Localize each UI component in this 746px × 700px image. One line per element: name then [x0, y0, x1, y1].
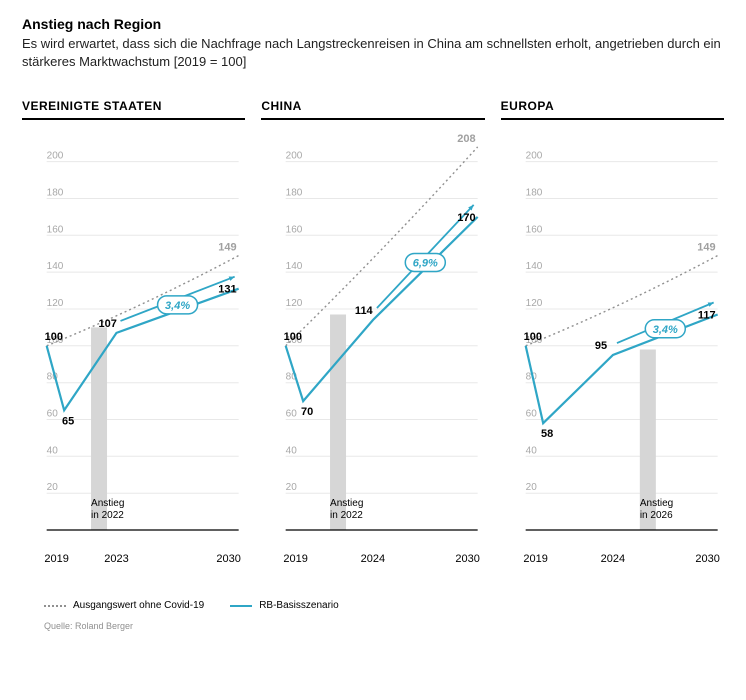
growth-arrow-head-us [229, 277, 235, 281]
y-tick-label: 60 [286, 409, 298, 420]
label-start-eu: 100 [523, 331, 541, 343]
legend-scenario-label: RB-Basisszenario [259, 600, 338, 611]
label-dip-us: 65 [62, 416, 74, 428]
recovery-label2-cn: in 2022 [330, 510, 363, 521]
x-tick-end-eu: 2030 [695, 553, 719, 565]
label-mid-us: 107 [98, 318, 116, 330]
label-baseline-end-eu: 149 [697, 242, 715, 254]
label-baseline-end-us: 149 [218, 242, 236, 254]
legend-item-scenario: RB-Basisszenario [230, 600, 338, 611]
x-tick-start-us: 2019 [44, 553, 68, 565]
x-tick-mid-us: 2023 [104, 553, 128, 565]
x-tick-mid-eu: 2024 [600, 553, 624, 565]
y-tick-label: 200 [286, 151, 303, 162]
y-tick-label: 200 [47, 151, 64, 162]
y-tick-label: 120 [525, 298, 542, 309]
recovery-label1-cn: Anstieg [330, 498, 363, 509]
label-dip-cn: 70 [301, 406, 313, 418]
recovery-label1-us: Anstieg [91, 498, 124, 509]
recovery-label1-eu: Anstieg [640, 498, 673, 509]
growth-pct-eu: 3,4% [652, 324, 677, 336]
label-start-cn: 100 [284, 331, 302, 343]
legend-swatch-dotted-icon [44, 605, 66, 607]
x-tick-start-eu: 2019 [523, 553, 547, 565]
y-tick-label: 20 [525, 483, 537, 494]
y-tick-label: 200 [525, 151, 542, 162]
legend-swatch-line-icon [230, 605, 252, 607]
baseline-series-us [47, 256, 239, 346]
recovery-label2-us: in 2022 [91, 510, 124, 521]
chart-area-eu: 204060801001201401601802003,4%1005895117… [501, 128, 724, 588]
y-tick-label: 180 [47, 188, 64, 199]
label-end-us: 131 [218, 284, 236, 296]
panel-cn: CHINA204060801001201401601802006,9%10070… [261, 99, 484, 588]
y-tick-label: 60 [47, 409, 59, 420]
chart-title: Anstieg nach Region [22, 16, 724, 32]
x-tick-end-us: 2030 [216, 553, 240, 565]
y-tick-label: 20 [286, 483, 298, 494]
label-mid-eu: 95 [595, 340, 607, 352]
baseline-series-eu [525, 256, 717, 346]
y-tick-label: 40 [286, 446, 298, 457]
legend: Ausgangswert ohne Covid-19 RB-Basisszena… [22, 600, 724, 611]
panel-title-us: VEREINIGTE STAATEN [22, 99, 245, 120]
x-tick-start-cn: 2019 [284, 553, 308, 565]
y-tick-label: 120 [47, 298, 64, 309]
chart-svg-us: 204060801001201401601802003,4%1006510713… [22, 128, 245, 588]
panel-eu: EUROPA204060801001201401601802003,4%1005… [501, 99, 724, 588]
y-tick-label: 160 [525, 225, 542, 236]
label-start-us: 100 [45, 331, 63, 343]
scenario-series-eu [525, 315, 717, 424]
legend-baseline-label: Ausgangswert ohne Covid-19 [73, 600, 204, 611]
chart-area-cn: 204060801001201401601802006,9%1007011417… [261, 128, 484, 588]
label-end-eu: 117 [698, 310, 716, 322]
y-tick-label: 180 [525, 188, 542, 199]
growth-pct-us: 3,4% [165, 300, 190, 312]
y-tick-label: 40 [47, 446, 59, 457]
x-tick-end-cn: 2030 [456, 553, 480, 565]
y-tick-label: 60 [525, 409, 537, 420]
y-tick-label: 20 [47, 483, 59, 494]
chart-subtitle: Es wird erwartet, dass sich die Nachfrag… [22, 35, 724, 71]
legend-item-baseline: Ausgangswert ohne Covid-19 [44, 600, 204, 611]
y-tick-label: 160 [47, 225, 64, 236]
chart-area-us: 204060801001201401601802003,4%1006510713… [22, 128, 245, 588]
panels-row: VEREINIGTE STAATEN2040608010012014016018… [22, 99, 724, 588]
label-dip-eu: 58 [541, 429, 553, 441]
label-mid-cn: 114 [355, 305, 374, 317]
chart-svg-cn: 204060801001201401601802006,9%1007011417… [261, 128, 484, 588]
y-tick-label: 40 [525, 446, 537, 457]
y-tick-label: 140 [286, 261, 303, 272]
panel-title-eu: EUROPA [501, 99, 724, 120]
recovery-label2-eu: in 2026 [640, 510, 673, 521]
y-tick-label: 140 [47, 261, 64, 272]
growth-pct-cn: 6,9% [413, 258, 438, 270]
label-end-cn: 170 [458, 212, 476, 224]
panel-title-cn: CHINA [261, 99, 484, 120]
header: Anstieg nach Region Es wird erwartet, da… [22, 16, 724, 71]
y-tick-label: 180 [286, 188, 303, 199]
panel-us: VEREINIGTE STAATEN2040608010012014016018… [22, 99, 245, 588]
y-tick-label: 140 [525, 261, 542, 272]
source-text: Quelle: Roland Berger [22, 621, 724, 631]
y-tick-label: 120 [286, 298, 303, 309]
y-tick-label: 160 [286, 225, 303, 236]
chart-svg-eu: 204060801001201401601802003,4%1005895117… [501, 128, 724, 588]
x-tick-mid-cn: 2024 [361, 553, 385, 565]
label-baseline-end-cn: 208 [458, 133, 476, 145]
scenario-series-us [47, 289, 239, 411]
